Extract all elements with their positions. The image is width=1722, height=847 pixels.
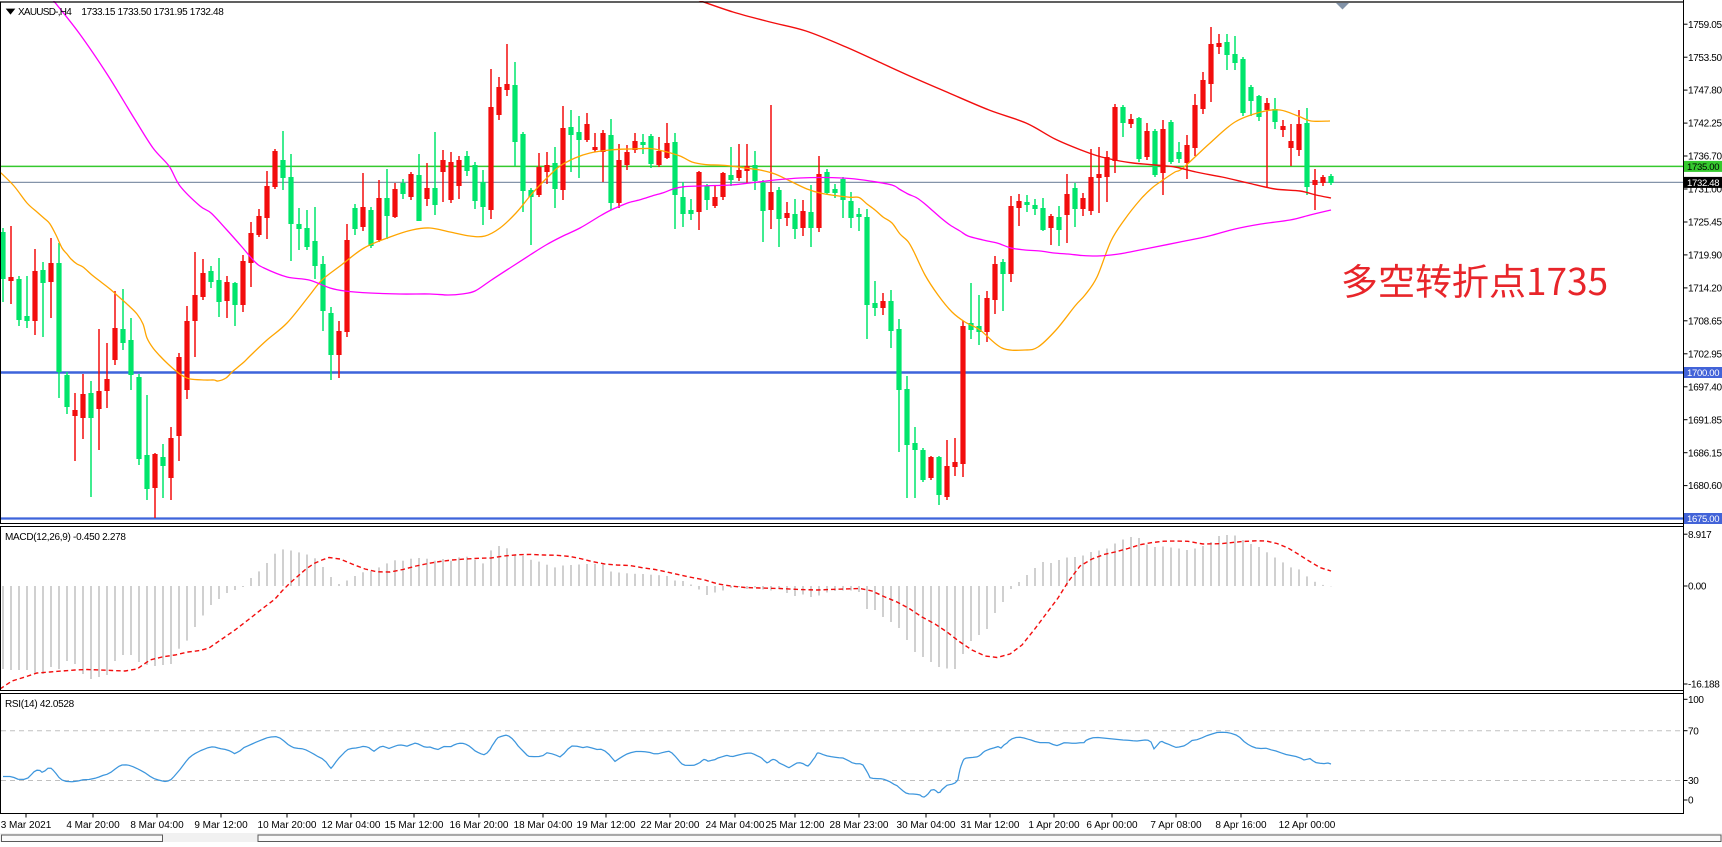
svg-text:4 Mar 20:00: 4 Mar 20:00 [66,820,120,831]
svg-text:1742.25: 1742.25 [1688,119,1722,130]
svg-text:18 Mar 04:00: 18 Mar 04:00 [514,820,573,831]
svg-text:RSI(14) 42.0528: RSI(14) 42.0528 [5,699,75,710]
svg-text:15 Mar 12:00: 15 Mar 12:00 [385,820,444,831]
svg-text:1731.00: 1731.00 [1688,185,1722,196]
svg-text:1753.50: 1753.50 [1688,53,1722,64]
svg-text:1759.05: 1759.05 [1688,20,1722,31]
svg-text:1691.85: 1691.85 [1688,415,1722,426]
svg-text:70: 70 [1688,726,1699,737]
svg-text:100: 100 [1688,695,1704,706]
svg-text:1 Apr 20:00: 1 Apr 20:00 [1028,820,1080,831]
svg-text:1735.00: 1735.00 [1687,162,1719,173]
svg-text:0: 0 [1688,796,1694,807]
svg-text:1725.45: 1725.45 [1688,218,1722,229]
svg-text:0.00: 0.00 [1688,582,1707,593]
svg-text:3 Mar 2021: 3 Mar 2021 [1,820,52,831]
svg-text:30: 30 [1688,776,1699,787]
svg-text:22 Mar 20:00: 22 Mar 20:00 [641,820,700,831]
svg-text:1680.60: 1680.60 [1688,481,1722,492]
svg-text:10 Mar 20:00: 10 Mar 20:00 [258,820,317,831]
svg-text:12 Mar 04:00: 12 Mar 04:00 [322,820,381,831]
svg-text:12 Apr 00:00: 12 Apr 00:00 [1279,820,1336,831]
svg-text:1675.00: 1675.00 [1687,514,1719,525]
svg-text:MACD(12,26,9) -0.450 2.278: MACD(12,26,9) -0.450 2.278 [5,532,126,543]
svg-text:1732.48: 1732.48 [1687,178,1719,189]
svg-text:19 Mar 12:00: 19 Mar 12:00 [577,820,636,831]
svg-text:7 Apr 08:00: 7 Apr 08:00 [1150,820,1202,831]
svg-text:28 Mar 23:00: 28 Mar 23:00 [830,820,889,831]
svg-text:1736.70: 1736.70 [1688,152,1722,163]
svg-text:1697.40: 1697.40 [1688,382,1722,393]
svg-text:24 Mar 04:00: 24 Mar 04:00 [706,820,765,831]
svg-text:6 Apr 00:00: 6 Apr 00:00 [1086,820,1138,831]
svg-text:1714.20: 1714.20 [1688,284,1722,295]
svg-text:16 Mar 20:00: 16 Mar 20:00 [450,820,509,831]
svg-text:31 Mar 12:00: 31 Mar 12:00 [961,820,1020,831]
svg-text:-16.188: -16.188 [1688,680,1720,691]
svg-text:25 Mar 12:00: 25 Mar 12:00 [766,820,825,831]
svg-text:1700.00: 1700.00 [1687,368,1719,379]
svg-text:XAUUSD-,H4: XAUUSD-,H4 [18,7,72,18]
svg-text:1733.15 1733.50 1731.95 1732.4: 1733.15 1733.50 1731.95 1732.48 [81,7,224,18]
svg-text:8.917: 8.917 [1688,530,1712,541]
svg-text:1719.90: 1719.90 [1688,251,1722,262]
svg-text:1708.65: 1708.65 [1688,316,1722,327]
svg-text:1702.95: 1702.95 [1688,349,1722,360]
svg-text:1686.15: 1686.15 [1688,448,1722,459]
svg-text:30 Mar 04:00: 30 Mar 04:00 [897,820,956,831]
svg-text:8 Apr 16:00: 8 Apr 16:00 [1215,820,1267,831]
svg-text:9 Mar 12:00: 9 Mar 12:00 [194,820,248,831]
svg-text:8 Mar 04:00: 8 Mar 04:00 [130,820,184,831]
svg-text:1747.80: 1747.80 [1688,86,1722,97]
